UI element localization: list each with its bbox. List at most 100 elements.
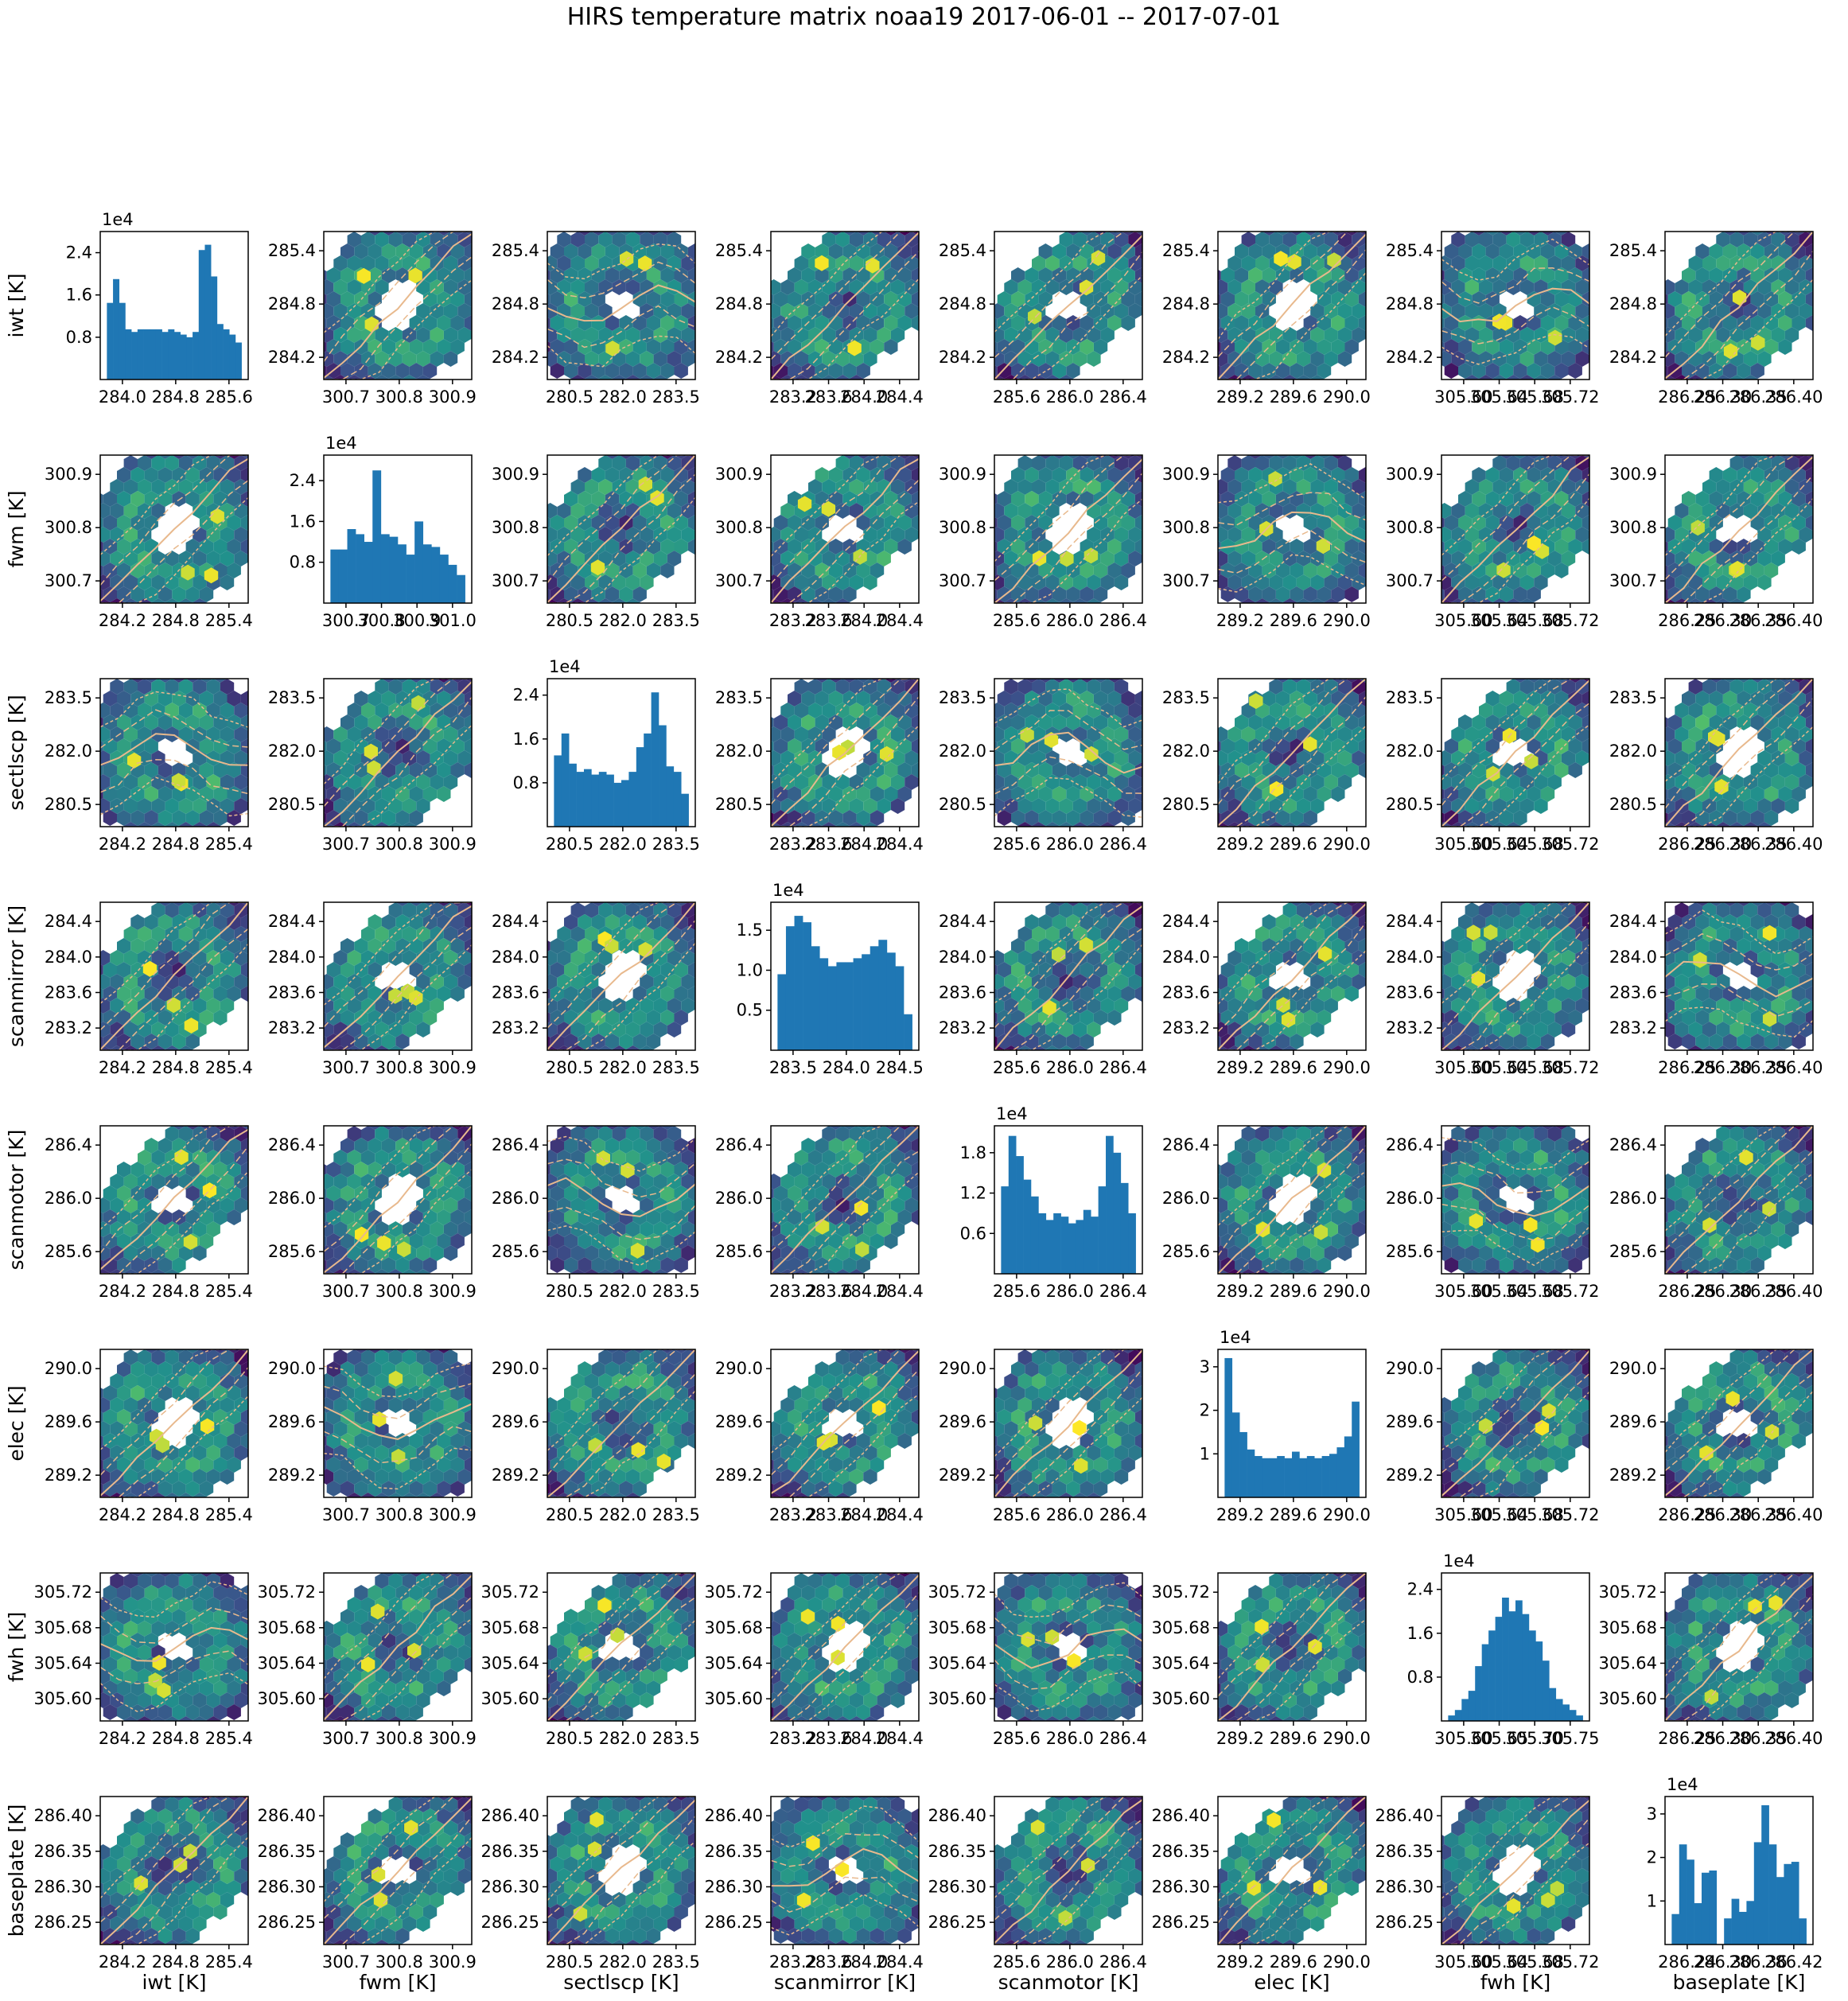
hex-cell [773,762,788,778]
hex-cell [646,467,661,483]
hex-cell [835,327,850,343]
hex-cell [409,738,423,754]
hex-cell [794,351,808,367]
hex-cell [1080,315,1094,331]
hex-cell [905,774,919,790]
hex-cell [1702,926,1717,942]
hex-cell [660,243,675,259]
hex-cell [354,714,368,730]
hex-cell [835,303,850,319]
hex-cell [361,1045,375,1050]
hex-cell [437,1126,451,1130]
hex-cell [1227,574,1242,590]
quantile-line [994,777,1142,818]
hex-cell [570,527,585,543]
hex-cell [185,1209,200,1225]
y-tick-label: 282.0 [1162,742,1210,761]
hex-cell [1358,762,1366,778]
hex-cell [788,714,802,730]
hex-cell [1134,455,1142,459]
hex-cell [1534,574,1548,590]
hex-cell [794,375,808,380]
quantile-line [1441,238,1589,281]
hex-cell [1472,291,1486,307]
y-tick-label: 300.8 [939,518,986,537]
hex-cell [994,950,1005,966]
hex-cell [1107,315,1122,331]
hex-cell [1235,714,1249,730]
hex-cell [416,1150,430,1166]
hex-cell [1702,574,1717,590]
hex-cell [1128,303,1142,319]
hex-cell [1352,479,1366,495]
hex-cell [1675,551,1689,566]
hex-cell [1025,467,1039,483]
hex-cell [1038,363,1052,379]
hex-cell [1087,327,1101,343]
hex-cell [660,1010,675,1026]
hex-cell [1568,914,1582,930]
hex-cell [1665,341,1668,353]
hex-cell [234,703,248,718]
hex-cell [1737,786,1751,802]
hex-cell [1682,986,1696,1002]
hex-cell [1722,539,1737,555]
hex-cell [822,479,836,495]
hex-cell [646,243,661,259]
hex-cell [1527,515,1541,531]
hex-cell [1142,551,1156,566]
hex-cell [1506,551,1520,566]
quantile-line [1441,902,1589,1033]
hex-cell [1805,467,1813,483]
hex-cell [1128,503,1142,519]
hex-cell [381,363,396,379]
hex-cell [780,527,795,543]
hex-cell [1709,291,1723,307]
hex-cell [1665,364,1668,377]
hex-cell [1290,679,1304,683]
hex-cell [151,1245,165,1261]
hex-cell [1093,786,1108,802]
axes-frame [547,231,696,380]
hex-cell [612,1022,626,1037]
hex-cell [1011,762,1025,778]
hex-cell [123,998,138,1014]
hex-cell [1087,679,1101,695]
hex-cell [1262,291,1276,307]
hex-cell [361,950,375,966]
hex-cell [1310,926,1325,942]
hex-cell [1561,902,1576,918]
hex-cell [570,1045,585,1050]
hex-cell [1547,375,1562,380]
hex-cell [1066,902,1080,906]
hex-cell [100,1221,111,1237]
hex-cell [151,551,165,566]
hex-cell [144,586,158,602]
hex-cell [1499,691,1514,707]
hist-bar [137,329,144,380]
hex-cell [1220,291,1235,307]
hex-cell [430,232,444,247]
hex-cell [123,1174,138,1189]
x-tick-label: 286.4 [1099,835,1147,854]
hex-cell [1344,679,1359,683]
hex-cell [117,1233,131,1249]
panel-scanmirror-vs-baseplate: 283.2283.6284.0284.4286.25286.30286.3528… [1609,901,1823,1077]
hex-cell [815,315,829,331]
hex-cell [856,515,870,531]
hex-cell [1665,798,1675,814]
y-tick-label: 300.7 [939,571,986,590]
median-line [1218,511,1366,550]
hexbin-cells [547,902,695,1050]
x-tick-label: 289.6 [1270,387,1317,407]
hex-cell [368,1209,382,1225]
hex-cell [788,539,802,555]
hex-cell [1218,764,1221,777]
hist-bar [827,966,837,1050]
hex-cell [918,482,919,492]
hex-cell [464,938,472,954]
hex-cell [1750,914,1764,930]
hex-cell [1527,902,1541,906]
